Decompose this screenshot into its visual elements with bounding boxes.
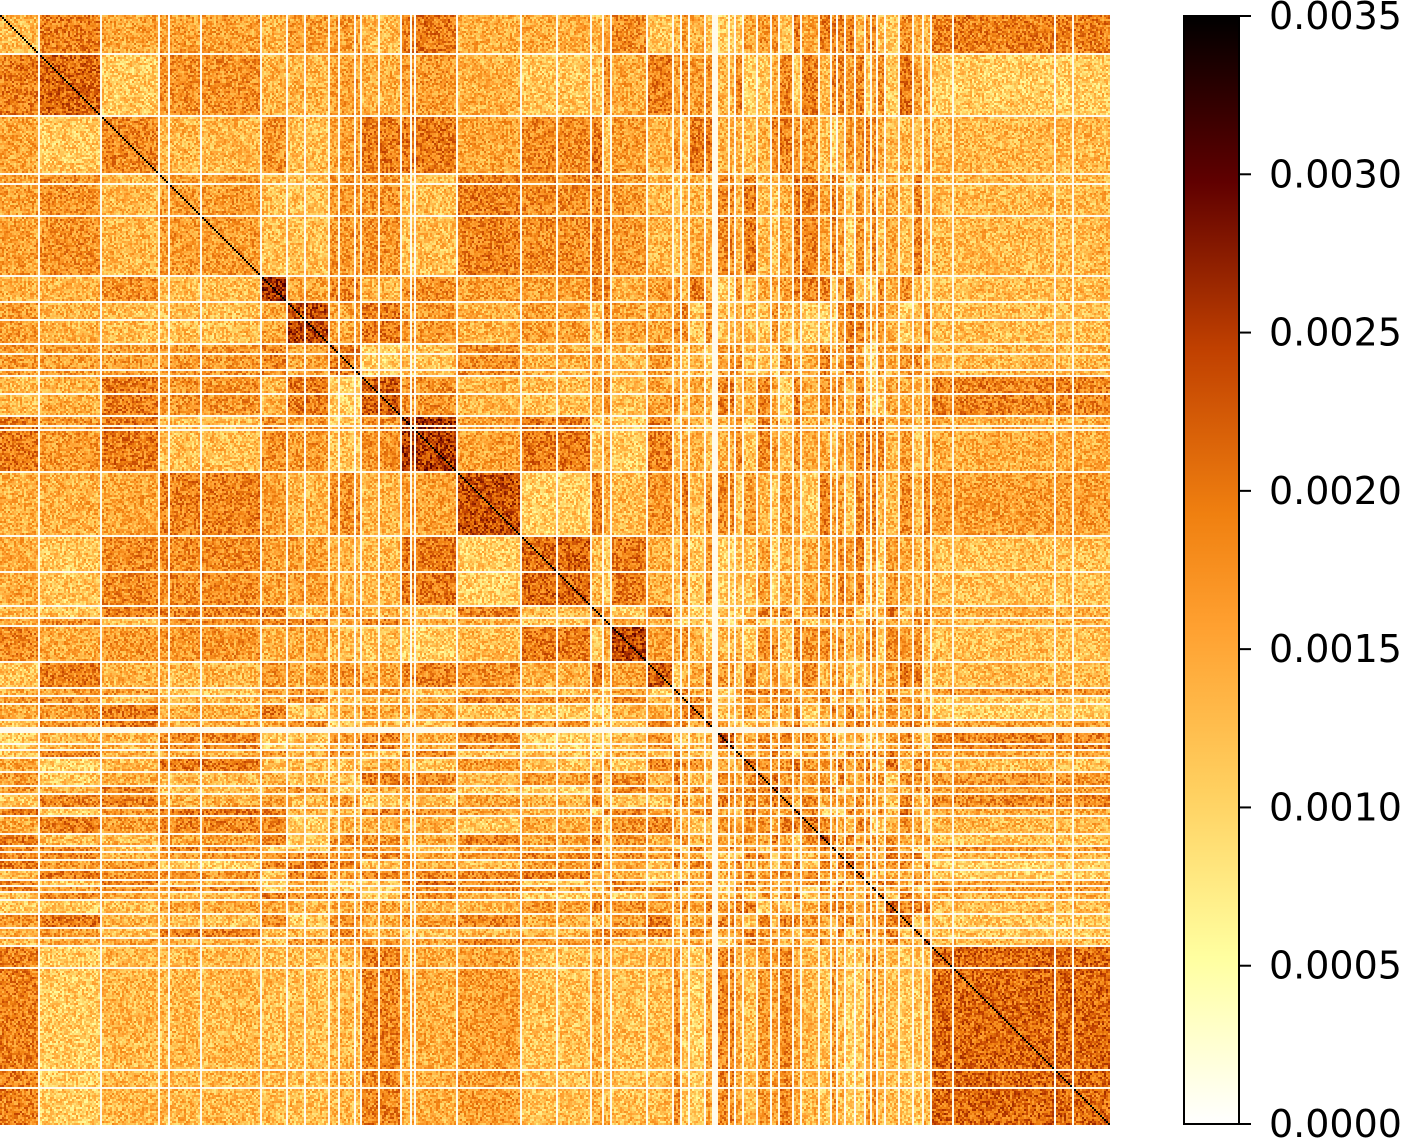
colorbar-gradient — [1183, 15, 1240, 1125]
colorbar-tick-label: 0.0005 — [1269, 944, 1402, 988]
colorbar: 0.0000 0.0005 0.0010 0.0015 0.0020 0.0025 0.00… — [1183, 0, 1402, 1146]
colorbar-tick-label: 0.0025 — [1269, 311, 1402, 355]
colorbar-tick-label: 0.0035 — [1269, 0, 1402, 38]
colorbar-tick-label: 0.0020 — [1269, 469, 1402, 513]
colorbar-tick-label: 0.0030 — [1269, 152, 1402, 196]
colorbar-tick-label: 0.0000 — [1269, 1102, 1402, 1146]
colorbar-tick-label: 0.0015 — [1269, 627, 1402, 671]
heatmap-matrix — [0, 15, 1110, 1125]
colorbar-tick-label: 0.0010 — [1269, 785, 1402, 829]
